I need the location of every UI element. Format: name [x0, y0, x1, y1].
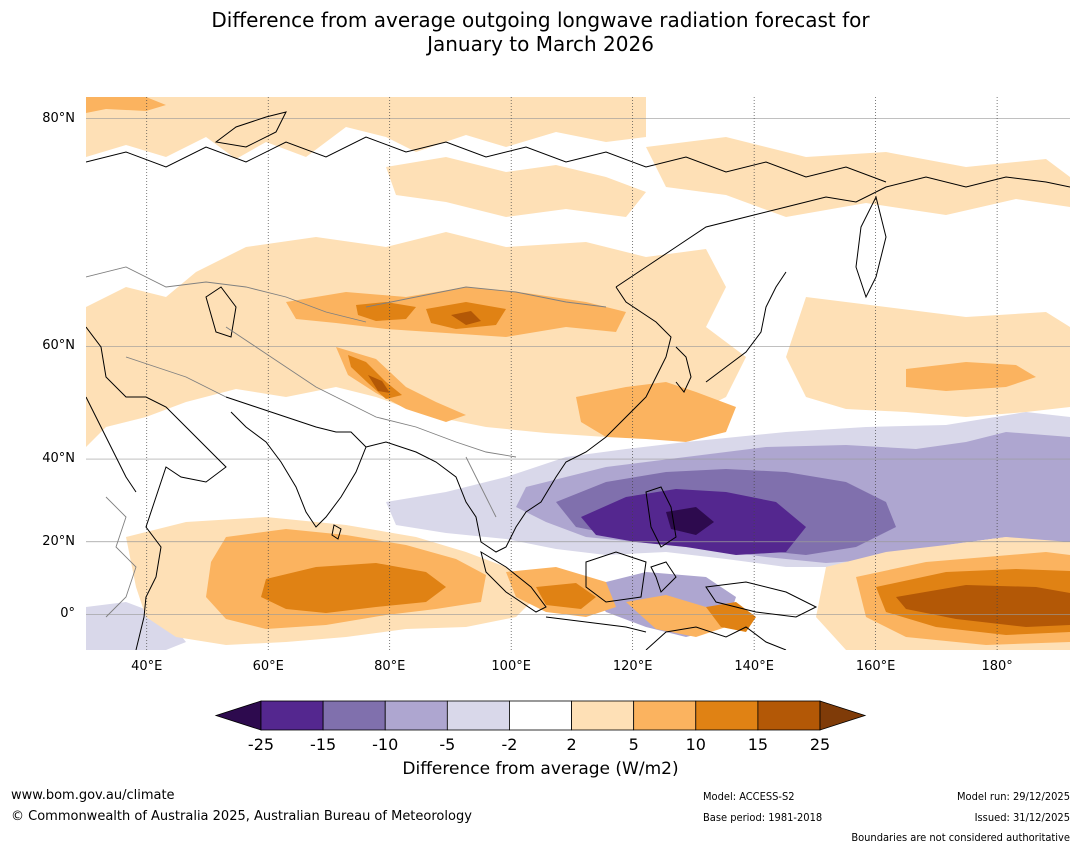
- anomaly-region-northwest-orange: [86, 97, 166, 113]
- colorbar-extend-low: [214, 700, 262, 731]
- map-canvas: [86, 97, 1070, 650]
- latitude-label: 60°N: [42, 338, 75, 354]
- longitude-label: 40°E: [131, 659, 163, 674]
- gridlines: [86, 97, 1070, 650]
- model-name: Model: ACCESS-S2: [703, 790, 795, 803]
- colorbar-tick-label: -10: [372, 735, 399, 754]
- coastline-novaya-zemlya: [214, 111, 287, 148]
- coastline-kamchatka: [855, 195, 887, 299]
- longitude-label: 100°E: [491, 659, 531, 674]
- anomaly-region-mongolia-deep-brown: [451, 311, 481, 325]
- colorbar-bin: [322, 700, 386, 731]
- forecast-map[interactable]: [86, 97, 1070, 650]
- coastlines: [86, 111, 1070, 650]
- anomaly-region-north-pacific-orange: [906, 362, 1036, 391]
- coastline-sri-lanka: [331, 524, 342, 540]
- colorbar-tick-label: -25: [247, 735, 275, 754]
- longitude-label: 160°E: [855, 659, 896, 674]
- coastline-new-guinea: [705, 581, 818, 618]
- border-middle-east: [125, 356, 227, 398]
- colorbar-tick-label: 25: [809, 735, 831, 754]
- coastline-java: [545, 616, 647, 633]
- coastline-india: [225, 396, 367, 528]
- anomaly-region-north-australia-dark-orange: [706, 602, 756, 632]
- coastline-borneo: [585, 551, 647, 603]
- anomaly-region-east-siberia-light-orange: [646, 137, 1070, 217]
- colorbar: [214, 700, 867, 731]
- base-period: Base period: 1981-2018: [703, 811, 823, 824]
- colorbar-tick-label: 10: [685, 735, 706, 754]
- chart-title: Difference from average outgoing longwav…: [0, 8, 1081, 56]
- border-central-asia-1: [86, 266, 367, 323]
- colorbar-tick-label: 15: [747, 735, 769, 754]
- anomaly-region-north-australia-orange: [626, 595, 726, 637]
- colorbar-tick-label: 5: [628, 735, 639, 754]
- colorbar-bin: [695, 700, 759, 731]
- border-mongolia-china: [365, 286, 607, 308]
- colorbar-tick-label: -2: [501, 735, 518, 754]
- model-run-date: Model run: 29/12/2025: [957, 790, 1070, 803]
- anomaly-region-siberia-light-orange: [386, 157, 646, 217]
- issued-date: Issued: 31/12/2025: [974, 811, 1070, 824]
- anomaly-region-central-pacific-deep-brown: [896, 585, 1070, 627]
- coastline-northern-australia: [645, 626, 787, 650]
- anomaly-shading: [86, 97, 1070, 650]
- longitude-label: 120°E: [612, 659, 653, 674]
- title-line-1: Difference from average outgoing longwav…: [211, 8, 870, 32]
- anomaly-region-java-sea-dark-orange: [536, 583, 596, 609]
- longitude-label: 180°: [981, 659, 1013, 674]
- coastline-red-sea: [86, 396, 137, 493]
- border-indochina: [465, 456, 497, 518]
- coastline-korea: [675, 346, 692, 393]
- latitude-label: 20°N: [42, 533, 75, 549]
- coastline-russia-pacific: [615, 176, 1070, 288]
- latitude-label: 0°: [60, 606, 75, 622]
- anomaly-region-central-asia-light-orange: [86, 232, 746, 447]
- colorbar-bin: [633, 700, 697, 731]
- longitude-label: 140°E: [734, 659, 774, 674]
- coastline-china-indochina: [365, 286, 672, 553]
- latitude-label: 40°N: [42, 451, 75, 467]
- colorbar-bin: [509, 700, 572, 731]
- anomaly-region-himalaya-dark-orange: [348, 355, 402, 399]
- coastline-japan: [705, 271, 787, 383]
- coastline-sumatra: [480, 550, 547, 613]
- anomaly-region-arctic-light-orange: [86, 97, 646, 159]
- colorbar-bin: [571, 700, 635, 731]
- colorbar-extend-high: [819, 700, 867, 731]
- border-china-himalaya: [335, 396, 517, 458]
- colorbar-title: Difference from average (W/m2): [402, 759, 679, 779]
- boundaries-note: Boundaries are not considered authoritat…: [851, 831, 1070, 844]
- colorbar-tick-label: -5: [439, 735, 456, 754]
- title-line-2: January to March 2026: [427, 32, 654, 56]
- website-link[interactable]: www.bom.gov.au/climate: [11, 788, 175, 803]
- anomaly-region-pacific-deepest-purple: [666, 507, 714, 535]
- longitude-label: 60°E: [252, 659, 284, 674]
- anomaly-region-himalaya-deep-brown: [368, 375, 390, 393]
- coastline-arabia-africa: [86, 326, 227, 650]
- country-borders: [86, 266, 607, 618]
- longitude-label: 80°E: [374, 659, 406, 674]
- border-central-asia-2: [225, 326, 337, 398]
- colorbar-bin: [260, 700, 324, 731]
- anomaly-region-tarim-dark-orange: [356, 302, 416, 321]
- border-africa: [105, 496, 137, 618]
- anomaly-region-north-pacific-light-orange: [786, 297, 1070, 417]
- coastline-caspian: [205, 286, 237, 338]
- coastline-philippines: [645, 486, 677, 548]
- latitude-label: 80°N: [42, 110, 75, 126]
- colorbar-tick-label: 2: [566, 735, 577, 754]
- coastline-sulawesi: [650, 561, 677, 593]
- anomaly-region-indian-ocean-dark-orange: [261, 563, 446, 613]
- copyright-text: © Commonwealth of Australia 2025, Austra…: [11, 809, 472, 824]
- colorbar-bin: [757, 700, 821, 731]
- coastline-arctic: [86, 136, 887, 183]
- colorbar-bin: [446, 700, 510, 731]
- colorbar-tick-label: -15: [310, 735, 337, 754]
- colorbar-bin: [384, 700, 448, 731]
